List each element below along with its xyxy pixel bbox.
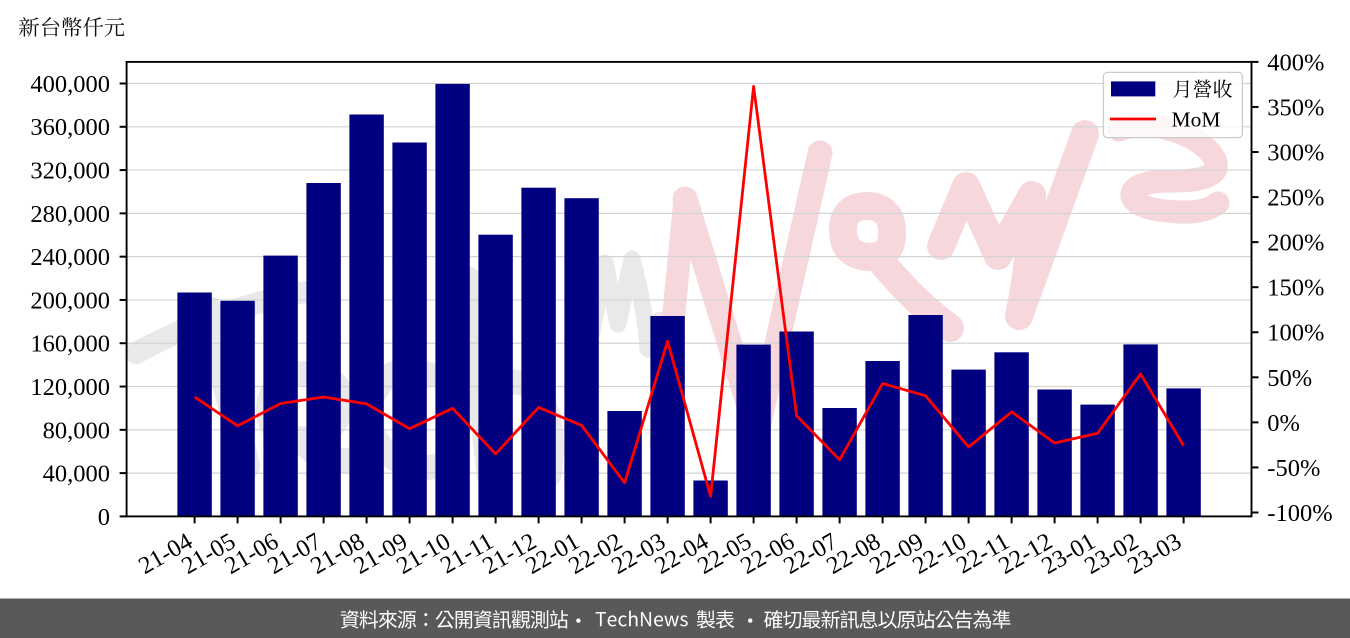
svg-text:100%: 100% — [1267, 320, 1324, 347]
svg-text:240,000: 240,000 — [30, 244, 110, 271]
svg-text:-100%: -100% — [1267, 500, 1332, 527]
svg-text:0%: 0% — [1267, 410, 1300, 437]
svg-text:360,000: 360,000 — [30, 114, 110, 141]
svg-text:300%: 300% — [1267, 140, 1324, 167]
svg-text:40,000: 40,000 — [43, 461, 110, 488]
svg-text:0: 0 — [98, 504, 110, 531]
svg-text:200%: 200% — [1267, 230, 1324, 257]
svg-text:-50%: -50% — [1267, 455, 1320, 482]
svg-text:250%: 250% — [1267, 185, 1324, 212]
svg-text:400,000: 400,000 — [30, 71, 110, 98]
svg-text:280,000: 280,000 — [30, 201, 110, 228]
svg-text:320,000: 320,000 — [30, 158, 110, 185]
svg-text:400%: 400% — [1267, 49, 1324, 76]
svg-text:150%: 150% — [1267, 275, 1324, 302]
svg-text:MoM: MoM — [1172, 108, 1221, 132]
svg-text:120,000: 120,000 — [30, 374, 110, 401]
svg-text:50%: 50% — [1267, 365, 1312, 392]
svg-text:200,000: 200,000 — [30, 287, 110, 314]
svg-text:80,000: 80,000 — [43, 417, 110, 444]
svg-text:160,000: 160,000 — [30, 331, 110, 358]
svg-text:350%: 350% — [1267, 94, 1324, 121]
